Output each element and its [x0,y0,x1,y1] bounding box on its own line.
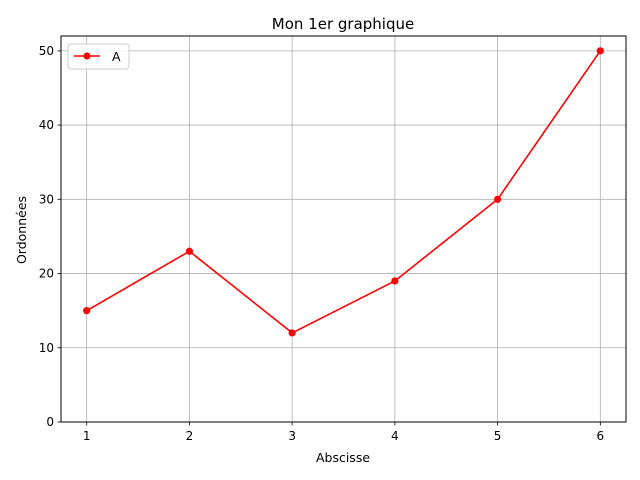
data-point [493,195,502,203]
y-ticks: 0 10 20 30 40 50 [39,44,61,429]
x-tick-label: 4 [391,429,399,443]
x-tick-label: 3 [288,429,296,443]
data-point [596,47,604,55]
data-point [288,329,296,337]
x-tick-label: 2 [186,429,194,443]
x-tick-label: 6 [596,429,604,443]
y-tick-label: 20 [39,267,54,281]
x-ticks: 1 2 3 4 5 6 [83,422,604,443]
y-tick-label: 0 [46,415,54,429]
series-layer [83,47,604,337]
x-tick-label: 5 [494,429,502,443]
y-tick-label: 40 [39,118,54,132]
y-tick-label: 50 [39,44,54,58]
chart-title: Mon 1er graphique [272,15,414,33]
data-point [83,307,91,315]
x-tick-label: 1 [83,429,91,443]
x-axis-label: Abscisse [316,450,370,465]
data-point [185,247,194,255]
y-axis-label: Ordonnées [14,196,29,264]
legend-point-marker [83,52,91,60]
axes-frame [60,35,627,423]
legend-label-a: A [112,49,121,64]
data-point [391,277,399,285]
legend: A [67,43,130,70]
series-line-a [86,50,601,334]
y-tick-label: 10 [39,341,54,355]
y-tick-label: 30 [39,192,54,206]
